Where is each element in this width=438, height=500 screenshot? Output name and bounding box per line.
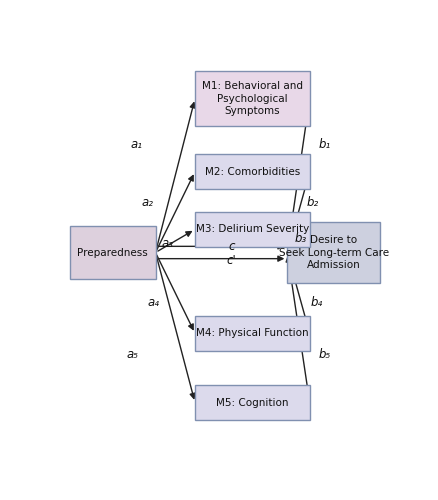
FancyBboxPatch shape (195, 385, 310, 420)
FancyBboxPatch shape (195, 154, 310, 190)
Text: b₃: b₃ (295, 232, 307, 245)
Text: a₃: a₃ (161, 237, 173, 250)
Text: Preparedness: Preparedness (78, 248, 148, 258)
Text: M3: Delirium Severity: M3: Delirium Severity (196, 224, 309, 234)
FancyBboxPatch shape (70, 226, 155, 280)
Text: b₁: b₁ (318, 138, 331, 151)
Text: a₂: a₂ (142, 196, 154, 209)
Text: M4: Physical Function: M4: Physical Function (196, 328, 309, 338)
Text: a₅: a₅ (126, 348, 138, 360)
Text: M5: Cognition: M5: Cognition (216, 398, 289, 407)
Text: Desire to
Seek Long-term Care
Admission: Desire to Seek Long-term Care Admission (279, 235, 389, 270)
Text: b₂: b₂ (307, 196, 319, 209)
Text: b₄: b₄ (311, 296, 323, 309)
FancyBboxPatch shape (195, 212, 310, 247)
Text: b₅: b₅ (318, 348, 331, 360)
Text: M2: Comorbidities: M2: Comorbidities (205, 166, 300, 176)
FancyBboxPatch shape (195, 316, 310, 351)
FancyBboxPatch shape (287, 222, 380, 284)
FancyBboxPatch shape (195, 71, 310, 126)
Text: c: c (228, 240, 235, 253)
Text: a₄: a₄ (148, 296, 160, 309)
Text: M1: Behavioral and
Psychological
Symptoms: M1: Behavioral and Psychological Symptom… (202, 81, 303, 116)
Text: c': c' (226, 254, 237, 266)
Text: a₁: a₁ (130, 138, 142, 151)
